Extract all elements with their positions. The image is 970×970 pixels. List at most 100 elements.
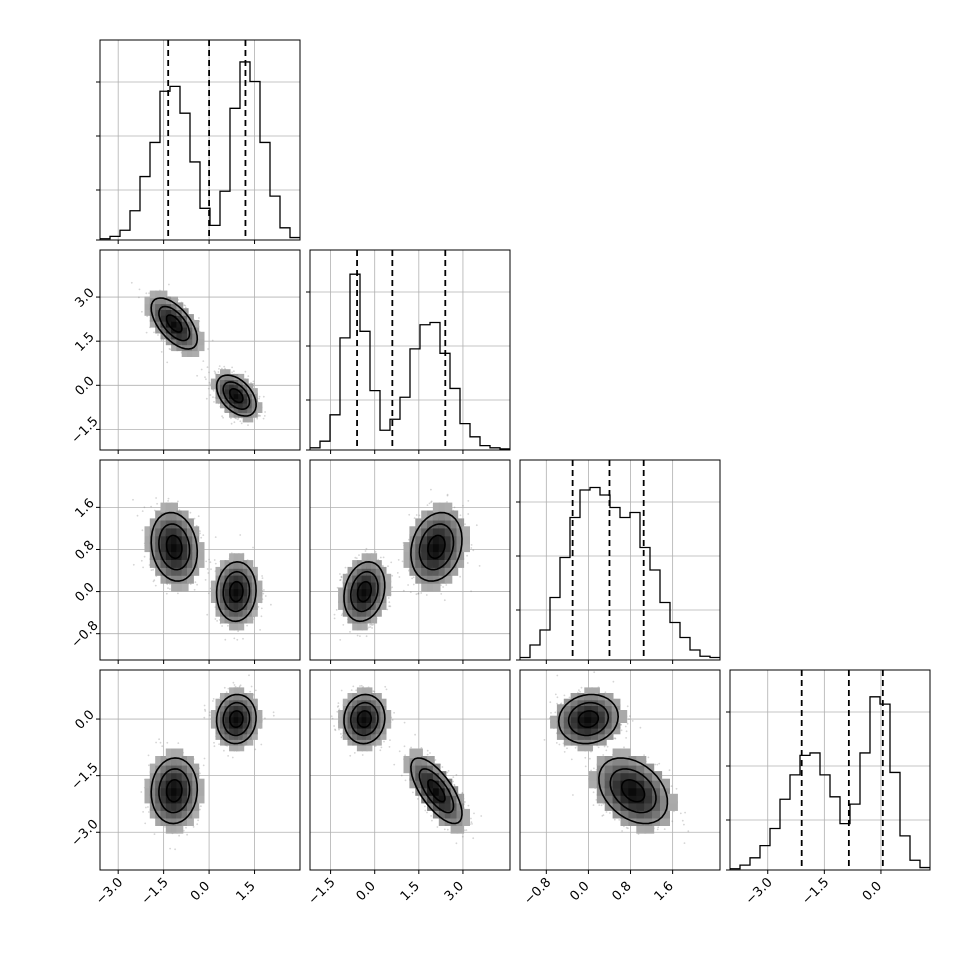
sample-point [237, 418, 239, 421]
sample-point [446, 501, 448, 503]
sample-point [205, 397, 208, 400]
density-cell [160, 308, 168, 316]
sample-point [413, 517, 416, 519]
sample-point [252, 546, 254, 549]
density-cell [233, 587, 240, 597]
density-cell [450, 550, 459, 560]
density-cell [224, 373, 231, 380]
contour-level-1 [222, 381, 251, 411]
sample-point [199, 530, 201, 532]
density-cell [192, 349, 200, 357]
sample-point [261, 575, 263, 577]
density-cell [155, 550, 163, 560]
sample-point [440, 593, 443, 595]
density-cell [176, 581, 184, 592]
density-cell [450, 557, 459, 568]
histogram-steps [520, 486, 720, 659]
density-cell [165, 534, 173, 545]
contour-level-2 [215, 560, 257, 623]
density-cell [171, 542, 178, 553]
density-cell [456, 518, 465, 529]
sample-point [132, 498, 134, 501]
density-cell [432, 534, 441, 545]
density-cell [165, 314, 173, 322]
density-cell [427, 565, 435, 576]
density-cell [233, 594, 240, 603]
density-cell [192, 320, 200, 328]
density-cell [444, 518, 453, 529]
density-cell [176, 557, 184, 568]
density-cell [409, 550, 417, 560]
density-cell [165, 557, 173, 568]
sample-point [262, 417, 265, 420]
density-cell [347, 580, 354, 590]
density-cell [247, 566, 254, 576]
density-cell [165, 302, 173, 310]
density-cell [176, 565, 184, 576]
sample-point [386, 608, 389, 611]
sample-point [164, 826, 166, 828]
sample-point [239, 534, 242, 536]
density-cell [242, 614, 249, 624]
density-cell [220, 601, 226, 610]
density-cell [149, 302, 157, 310]
density-cell [187, 320, 194, 328]
density-cell [165, 518, 173, 529]
density-cell [371, 560, 378, 569]
density-cell [238, 566, 245, 576]
sample-point [213, 401, 215, 403]
density-cell [342, 601, 349, 610]
sample-point [335, 609, 338, 611]
density-cell [361, 621, 368, 631]
density-cell [342, 608, 349, 617]
density-cell [352, 608, 359, 617]
density-cell [371, 601, 378, 610]
density-cell [233, 392, 240, 399]
density-cell [247, 388, 254, 395]
density-cell [371, 608, 378, 617]
density-cell [165, 565, 173, 576]
sample-point [206, 366, 209, 369]
density-cell [229, 587, 236, 597]
sample-point [224, 638, 227, 641]
density-cell [192, 542, 200, 553]
density-cell [171, 510, 178, 521]
density-cell [356, 614, 363, 624]
density-cell [371, 553, 378, 562]
sample-point [140, 559, 143, 562]
sample-point [470, 590, 472, 593]
sample-point [333, 617, 336, 620]
sample-point [141, 529, 144, 532]
sample-point [152, 568, 155, 571]
density-cell [432, 502, 441, 513]
density-cell [220, 614, 226, 624]
density-cell [356, 621, 363, 631]
sample-point [196, 583, 199, 586]
sample-point [478, 565, 481, 567]
density-cell [171, 502, 178, 513]
density-cell [155, 296, 163, 305]
density-cell [220, 397, 226, 404]
contour-level-1 [349, 570, 379, 613]
sample-point [412, 583, 415, 586]
density-cell [427, 581, 435, 592]
density-cell [192, 550, 200, 560]
density-cell [415, 518, 423, 529]
density-cell [192, 343, 200, 352]
density-cell [181, 557, 189, 568]
sample-point [260, 615, 263, 618]
sample-point [141, 510, 144, 512]
sample-point [169, 348, 172, 351]
sample-point [231, 366, 234, 369]
density-cell [242, 392, 249, 399]
density-cell [371, 573, 378, 583]
density-cell [247, 614, 254, 624]
density-cell [229, 397, 236, 404]
density-cell [160, 320, 168, 328]
contour-level-0 [229, 388, 244, 404]
density-cell [242, 406, 249, 413]
contours [343, 511, 463, 623]
sample-point [379, 556, 382, 559]
sample-point [227, 624, 229, 627]
density-cell [371, 587, 378, 597]
